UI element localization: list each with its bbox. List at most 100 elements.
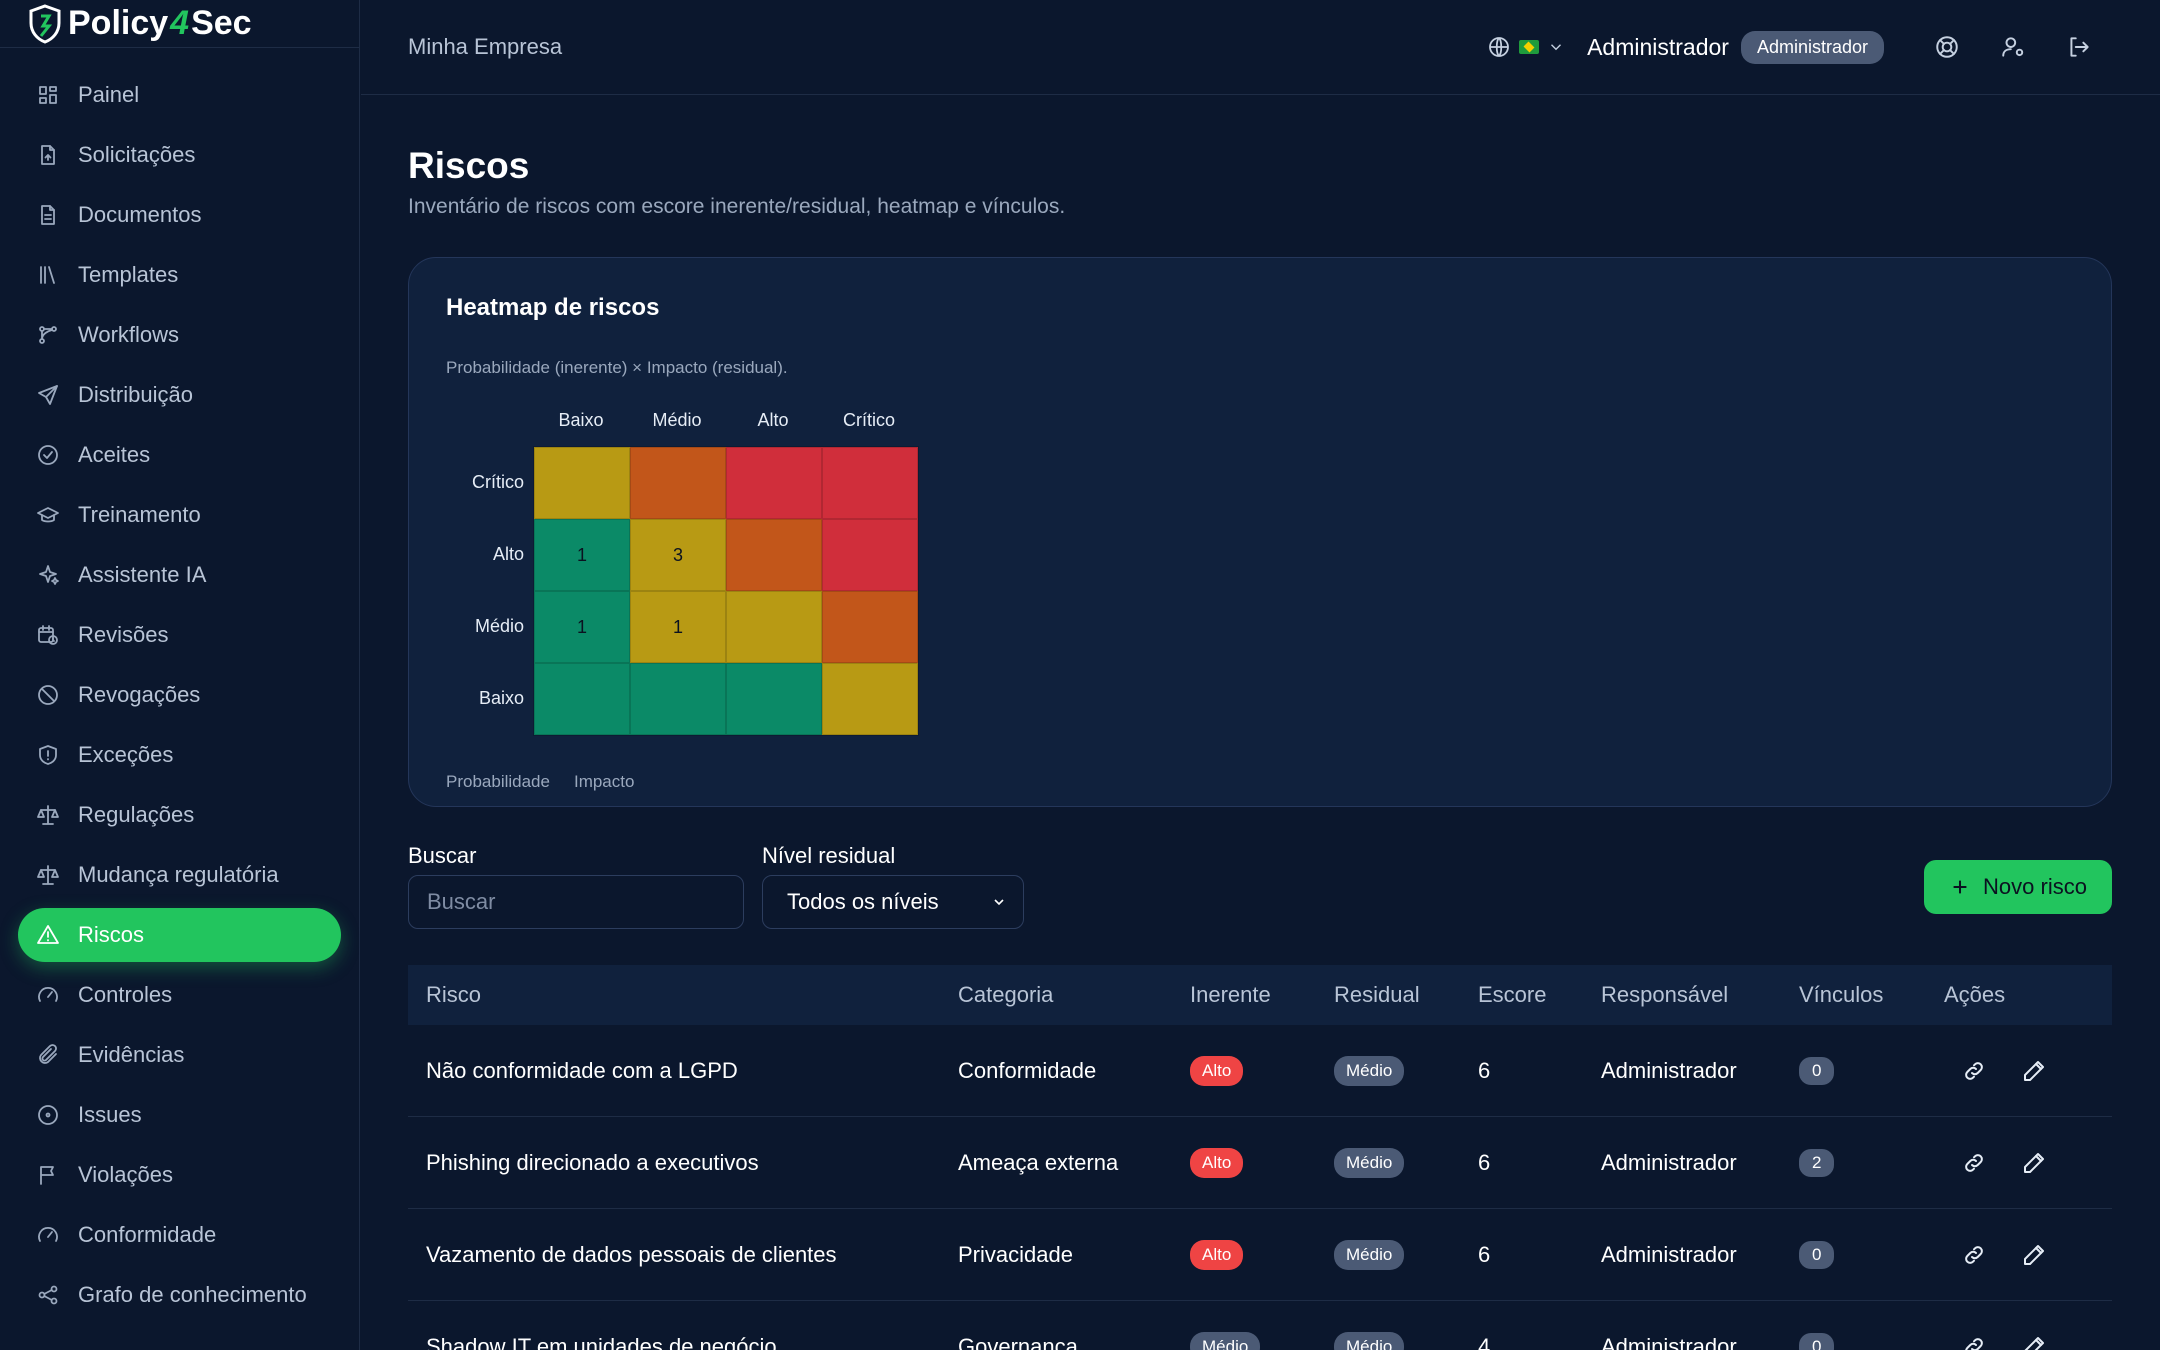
alert-circle-icon — [36, 1103, 60, 1127]
residual-badge: Médio — [1334, 1055, 1405, 1086]
brand-name-four: 4 — [170, 4, 190, 42]
sidebar-item-revogações[interactable]: Revogações — [18, 668, 341, 722]
column-header: Escore — [1478, 982, 1547, 1007]
sidebar-item-painel[interactable]: Painel — [18, 68, 341, 122]
scale-icon — [36, 863, 60, 887]
sidebar-item-label: Aceites — [78, 442, 151, 467]
heatmap-cell[interactable] — [726, 519, 822, 591]
heatmap-cell[interactable] — [822, 519, 918, 591]
pencil-icon — [2024, 1336, 2044, 1350]
heatmap-cell[interactable] — [630, 663, 726, 735]
sidebar-item-documentos[interactable]: Documentos — [18, 188, 341, 242]
sidebar-item-exceções[interactable]: Exceções — [18, 728, 341, 782]
inherent-badge: Alto — [1190, 1055, 1244, 1086]
table-row[interactable]: Shadow IT em unidades de negócio Governan… — [408, 1301, 2112, 1350]
flag-icon — [36, 1163, 60, 1187]
sidebar-item-aceites[interactable]: Aceites — [18, 428, 341, 482]
main-content: Riscos Inventário de riscos com escore i… — [408, 95, 2112, 1350]
heatmap-cell[interactable] — [534, 663, 630, 735]
heatmap-cell[interactable]: 3 — [630, 519, 726, 591]
risk-name: Não conformidade com a LGPD — [426, 1057, 738, 1083]
heatmap-cell[interactable] — [534, 447, 630, 519]
residual-level-select[interactable]: Todos os níveis — [762, 875, 1024, 929]
table-row[interactable]: Vazamento de dados pessoais de clientes P… — [408, 1209, 2112, 1301]
residual-cell: Médio — [1316, 1331, 1460, 1350]
sidebar-item-regulações[interactable]: Regulações — [18, 788, 341, 842]
sidebar-item-label: Documentos — [78, 202, 202, 227]
sidebar-item-solicitações[interactable]: Solicitações — [18, 128, 341, 182]
sidebar-item-violações[interactable]: Violações — [18, 1148, 341, 1202]
new-risk-label: Novo risco — [1983, 874, 2087, 899]
link-button[interactable] — [1944, 1059, 2004, 1083]
chevron-down-icon — [1551, 44, 1562, 51]
risk-owner: Administrador — [1601, 1057, 1737, 1083]
column-header: Ações — [1944, 982, 2006, 1007]
sidebar-item-assistente-ia[interactable]: Assistente IA — [18, 548, 341, 602]
table-body: Não conformidade com a LGPD Conformidade A… — [408, 1025, 2112, 1350]
sidebar-item-issues[interactable]: Issues — [18, 1088, 341, 1142]
axis-label-impact: Impacto — [573, 772, 635, 791]
edit-button[interactable] — [2004, 1335, 2064, 1350]
heatmap-cell[interactable] — [726, 663, 822, 735]
actions-cell — [1926, 1335, 2112, 1350]
links-cell: 0 — [1781, 1056, 1926, 1085]
sidebar-item-label: Conformidade — [78, 1222, 217, 1247]
help-button[interactable] — [1914, 34, 1980, 60]
risks-table: Risco Categoria Inerente Residual Escore Resp… — [408, 965, 2112, 1350]
inherent-cell: Alto — [1172, 1239, 1316, 1270]
logout-button[interactable] — [2046, 34, 2112, 60]
link-icon — [1965, 1337, 1983, 1350]
column-header: Risco — [426, 982, 482, 1007]
heatmap-row-label: Médio — [474, 615, 524, 636]
heatmap-cell[interactable] — [726, 591, 822, 663]
new-risk-button[interactable]: Novo risco — [1924, 860, 2112, 914]
links-count-badge: 0 — [1799, 1240, 1835, 1269]
edit-button[interactable] — [2004, 1059, 2064, 1083]
sidebar-item-label: Revogações — [78, 682, 201, 707]
language-selector[interactable] — [1487, 35, 1565, 59]
table-row[interactable]: Não conformidade com a LGPD Conformidade A… — [408, 1025, 2112, 1117]
brand-logo[interactable]: Policy 4 Sec — [0, 0, 359, 48]
heatmap-cell[interactable] — [630, 447, 726, 519]
sidebar-item-treinamento[interactable]: Treinamento — [18, 488, 341, 542]
sidebar-item-label: Grafo de conhecimento — [78, 1282, 307, 1307]
heatmap-cell[interactable]: 1 — [534, 591, 630, 663]
send-icon — [36, 383, 60, 407]
sidebar-item-riscos[interactable]: Riscos — [18, 908, 341, 962]
link-button[interactable] — [1944, 1243, 2004, 1267]
table-row[interactable]: Phishing direcionado a executivos Ameaça … — [408, 1117, 2112, 1209]
sidebar-item-label: Mudança regulatória — [78, 862, 279, 887]
edit-button[interactable] — [2004, 1243, 2064, 1267]
level-filter-label: Nível residual — [762, 843, 896, 868]
link-button[interactable] — [1944, 1335, 2004, 1350]
sidebar-item-conformidade[interactable]: Conformidade — [18, 1208, 341, 1262]
pencil-icon — [2024, 1060, 2044, 1081]
heatmap-cell[interactable] — [822, 663, 918, 735]
sidebar-item-controles[interactable]: Controles — [18, 968, 341, 1022]
edit-button[interactable] — [2004, 1151, 2064, 1175]
link-button[interactable] — [1944, 1151, 2004, 1175]
sidebar-item-workflows[interactable]: Workflows — [18, 308, 341, 362]
alert-triangle-icon — [36, 923, 60, 947]
sidebar-item-templates[interactable]: Templates — [18, 248, 341, 302]
heatmap-cell[interactable] — [726, 447, 822, 519]
links-cell: 2 — [1781, 1148, 1926, 1177]
sidebar-item-revisões[interactable]: Revisões — [18, 608, 341, 662]
sidebar-item-distribuição[interactable]: Distribuição — [18, 368, 341, 422]
residual-badge: Médio — [1334, 1331, 1405, 1350]
sidebar-item-grafo-de-conhecimento[interactable]: Grafo de conhecimento — [18, 1268, 341, 1322]
column-header: Residual — [1334, 982, 1420, 1007]
heatmap-cell[interactable] — [822, 447, 918, 519]
profile-button[interactable] — [1980, 34, 2046, 60]
heatmap-cell[interactable]: 1 — [534, 519, 630, 591]
sidebar-item-mudança-regulatória[interactable]: Mudança regulatória — [18, 848, 341, 902]
heatmap-cell[interactable]: 1 — [630, 591, 726, 663]
pencil-icon — [2024, 1152, 2044, 1173]
heatmap-column-label: Crítico — [842, 410, 895, 430]
heatmap-cell[interactable] — [822, 591, 918, 663]
risk-owner: Administrador — [1601, 1333, 1737, 1350]
risk-category: Conformidade — [958, 1057, 1097, 1083]
sidebar-item-evidências[interactable]: Evidências — [18, 1028, 341, 1082]
ban-icon — [36, 683, 60, 707]
search-input[interactable] — [408, 875, 744, 929]
